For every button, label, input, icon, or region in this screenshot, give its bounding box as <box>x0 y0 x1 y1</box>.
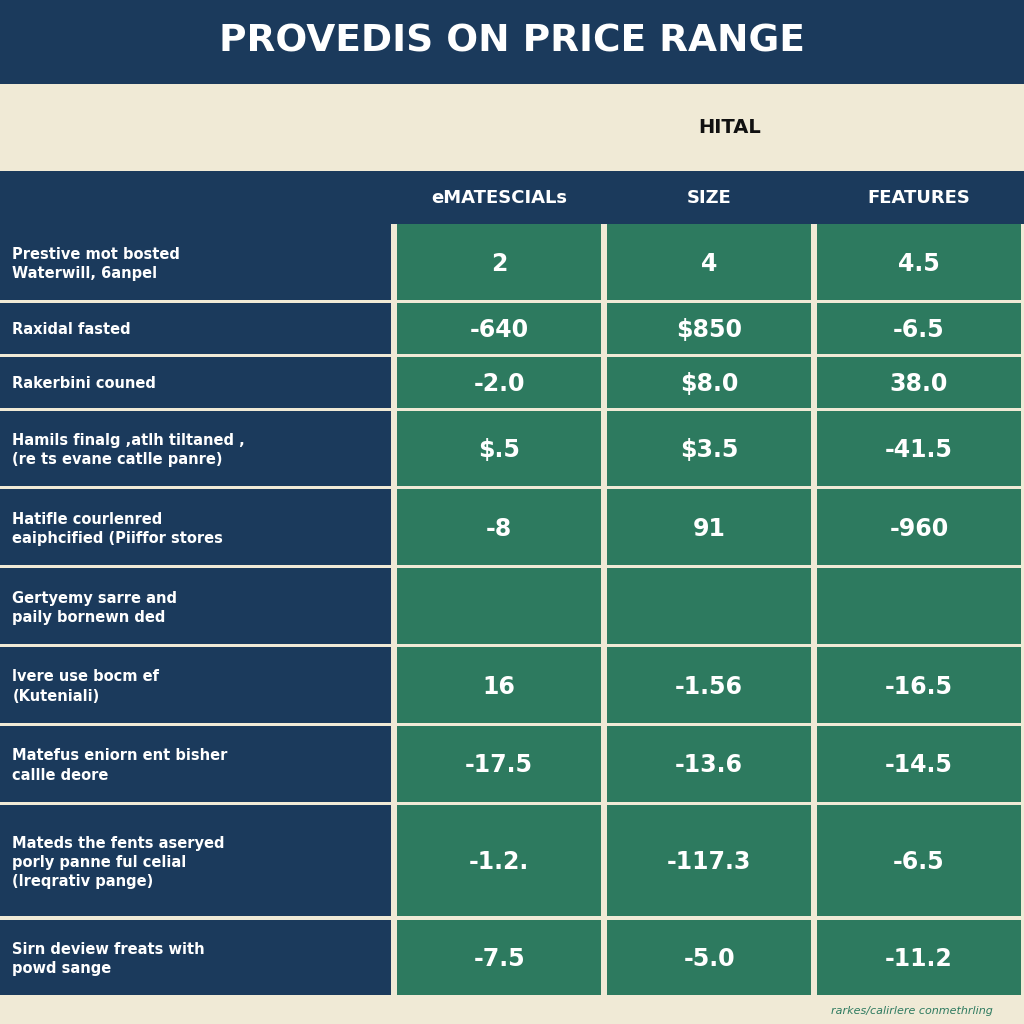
Text: -6.5: -6.5 <box>893 318 945 342</box>
Text: $.5: $.5 <box>478 438 520 462</box>
Text: 38.0: 38.0 <box>890 372 948 395</box>
Text: Raxidal fasted: Raxidal fasted <box>12 323 131 338</box>
Text: Rakerbini couned: Rakerbini couned <box>12 376 157 391</box>
Text: PROVEDIS ON PRICE RANGE: PROVEDIS ON PRICE RANGE <box>219 24 805 60</box>
Text: Hamils finalg ,atlh tiltaned ,
(re ts evane catlle panre): Hamils finalg ,atlh tiltaned , (re ts ev… <box>12 433 245 467</box>
FancyBboxPatch shape <box>817 568 1021 644</box>
Text: Gertyemy sarre and
paily bornewn ded: Gertyemy sarre and paily bornewn ded <box>12 591 177 625</box>
FancyBboxPatch shape <box>0 568 391 644</box>
Text: Prestive mot bosted
Waterwill, 6anpel: Prestive mot bosted Waterwill, 6anpel <box>12 247 180 281</box>
FancyBboxPatch shape <box>0 920 391 995</box>
Text: Hatifle courlenred
eaiphcified (Piiffor stores: Hatifle courlenred eaiphcified (Piiffor … <box>12 512 223 546</box>
Text: 91: 91 <box>692 517 726 541</box>
Text: lvere use bocm ef
(Kuteniali): lvere use bocm ef (Kuteniali) <box>12 670 160 703</box>
FancyBboxPatch shape <box>397 920 601 995</box>
FancyBboxPatch shape <box>0 489 391 565</box>
FancyBboxPatch shape <box>817 920 1021 995</box>
Text: 2: 2 <box>492 252 507 275</box>
Text: SIZE: SIZE <box>687 188 731 207</box>
FancyBboxPatch shape <box>397 805 601 916</box>
FancyBboxPatch shape <box>0 411 391 486</box>
Text: -6.5: -6.5 <box>893 850 945 874</box>
Text: FEATURES: FEATURES <box>867 188 971 207</box>
FancyBboxPatch shape <box>817 647 1021 723</box>
Text: -13.6: -13.6 <box>675 754 743 777</box>
FancyBboxPatch shape <box>397 489 601 565</box>
Text: -7.5: -7.5 <box>473 947 525 971</box>
FancyBboxPatch shape <box>0 0 1024 84</box>
Text: $8.0: $8.0 <box>680 372 738 395</box>
Text: -5.0: -5.0 <box>683 947 735 971</box>
FancyBboxPatch shape <box>0 84 1024 171</box>
FancyBboxPatch shape <box>0 647 391 723</box>
FancyBboxPatch shape <box>397 568 601 644</box>
FancyBboxPatch shape <box>397 357 601 408</box>
FancyBboxPatch shape <box>607 647 811 723</box>
FancyBboxPatch shape <box>0 303 391 354</box>
Text: rarkes/calirlere conmethrling: rarkes/calirlere conmethrling <box>831 1006 993 1016</box>
Text: -1.56: -1.56 <box>675 675 743 698</box>
FancyBboxPatch shape <box>397 726 601 802</box>
Text: 4: 4 <box>701 252 717 275</box>
Text: -1.2.: -1.2. <box>469 850 529 874</box>
FancyBboxPatch shape <box>817 224 1021 300</box>
Text: -8: -8 <box>486 517 512 541</box>
FancyBboxPatch shape <box>0 224 391 300</box>
Text: -16.5: -16.5 <box>885 675 953 698</box>
FancyBboxPatch shape <box>0 357 391 408</box>
Text: Matefus eniorn ent bisher
callle deore: Matefus eniorn ent bisher callle deore <box>12 749 227 782</box>
Text: -640: -640 <box>470 318 528 342</box>
FancyBboxPatch shape <box>817 303 1021 354</box>
Text: $3.5: $3.5 <box>680 438 738 462</box>
Text: -117.3: -117.3 <box>667 850 752 874</box>
Text: -17.5: -17.5 <box>465 754 534 777</box>
Text: $850: $850 <box>676 318 742 342</box>
FancyBboxPatch shape <box>607 568 811 644</box>
Text: -14.5: -14.5 <box>885 754 953 777</box>
Text: Mateds the fents aseryed
porly panne ful celial
(lreqrativ pange): Mateds the fents aseryed porly panne ful… <box>12 836 225 889</box>
FancyBboxPatch shape <box>607 303 811 354</box>
FancyBboxPatch shape <box>397 303 601 354</box>
FancyBboxPatch shape <box>607 805 811 916</box>
FancyBboxPatch shape <box>817 411 1021 486</box>
Text: 16: 16 <box>482 675 516 698</box>
FancyBboxPatch shape <box>397 411 601 486</box>
Text: Sirn deview freats with
powd sange: Sirn deview freats with powd sange <box>12 942 205 976</box>
Text: 4.5: 4.5 <box>898 252 940 275</box>
Text: HITAL: HITAL <box>698 118 762 137</box>
FancyBboxPatch shape <box>817 357 1021 408</box>
FancyBboxPatch shape <box>607 726 811 802</box>
FancyBboxPatch shape <box>607 224 811 300</box>
Text: eMATESCIALs: eMATESCIALs <box>431 188 567 207</box>
FancyBboxPatch shape <box>0 171 1024 224</box>
FancyBboxPatch shape <box>607 357 811 408</box>
Text: -11.2: -11.2 <box>885 947 953 971</box>
FancyBboxPatch shape <box>0 805 391 916</box>
FancyBboxPatch shape <box>607 920 811 995</box>
FancyBboxPatch shape <box>607 489 811 565</box>
Text: -41.5: -41.5 <box>885 438 953 462</box>
FancyBboxPatch shape <box>817 805 1021 916</box>
FancyBboxPatch shape <box>607 411 811 486</box>
Text: -2.0: -2.0 <box>473 372 525 395</box>
Text: -960: -960 <box>890 517 948 541</box>
FancyBboxPatch shape <box>817 489 1021 565</box>
FancyBboxPatch shape <box>397 224 601 300</box>
FancyBboxPatch shape <box>397 647 601 723</box>
FancyBboxPatch shape <box>0 726 391 802</box>
FancyBboxPatch shape <box>817 726 1021 802</box>
